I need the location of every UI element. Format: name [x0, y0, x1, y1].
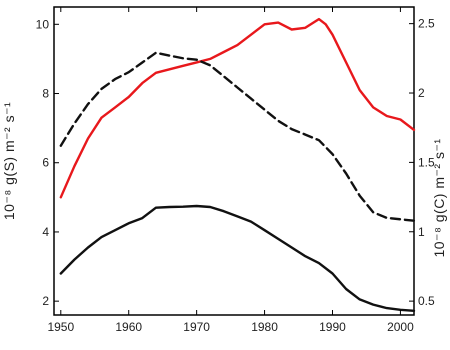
x-tick-label: 1990: [319, 320, 346, 334]
left-tick-label: 8: [42, 87, 49, 101]
x-tick-label: 2000: [387, 320, 414, 334]
series-layer: [59, 17, 416, 312]
right-tick-label: 1: [418, 225, 425, 239]
plot-frame: [53, 6, 415, 316]
sulfur-black-series-line: [59, 204, 416, 312]
left-tick-label: 4: [42, 225, 49, 239]
right-tick-label: 2: [418, 86, 425, 100]
x-tick-label: 1970: [183, 320, 210, 334]
left-axis-ticks: 2 4 6 8 10: [36, 17, 59, 308]
right-axis-title: 10⁻⁸ g(C) m⁻² s⁻¹: [431, 138, 447, 257]
right-tick-label: 0.5: [418, 294, 435, 308]
carbon-dashed-series-line: [59, 51, 416, 222]
right-tick-label: 2.5: [418, 17, 435, 31]
left-tick-label: 6: [42, 156, 49, 170]
left-tick-label: 10: [36, 17, 50, 31]
right-tick-label: 1.5: [418, 155, 435, 169]
x-tick-label: 1960: [115, 320, 142, 334]
x-tick-label: 1980: [251, 320, 278, 334]
right-axis-ticks: 0.5 1 1.5 2 2.5: [409, 17, 435, 308]
x-axis-ticks: 1950 1960 1970 1980 1990 2000: [47, 7, 414, 334]
sulfur-red-series-line: [59, 17, 416, 199]
x-tick-label: 1950: [47, 320, 74, 334]
left-axis-title: 10⁻⁸ g(S) m⁻² s⁻¹: [1, 102, 17, 220]
left-tick-label: 2: [42, 294, 49, 308]
